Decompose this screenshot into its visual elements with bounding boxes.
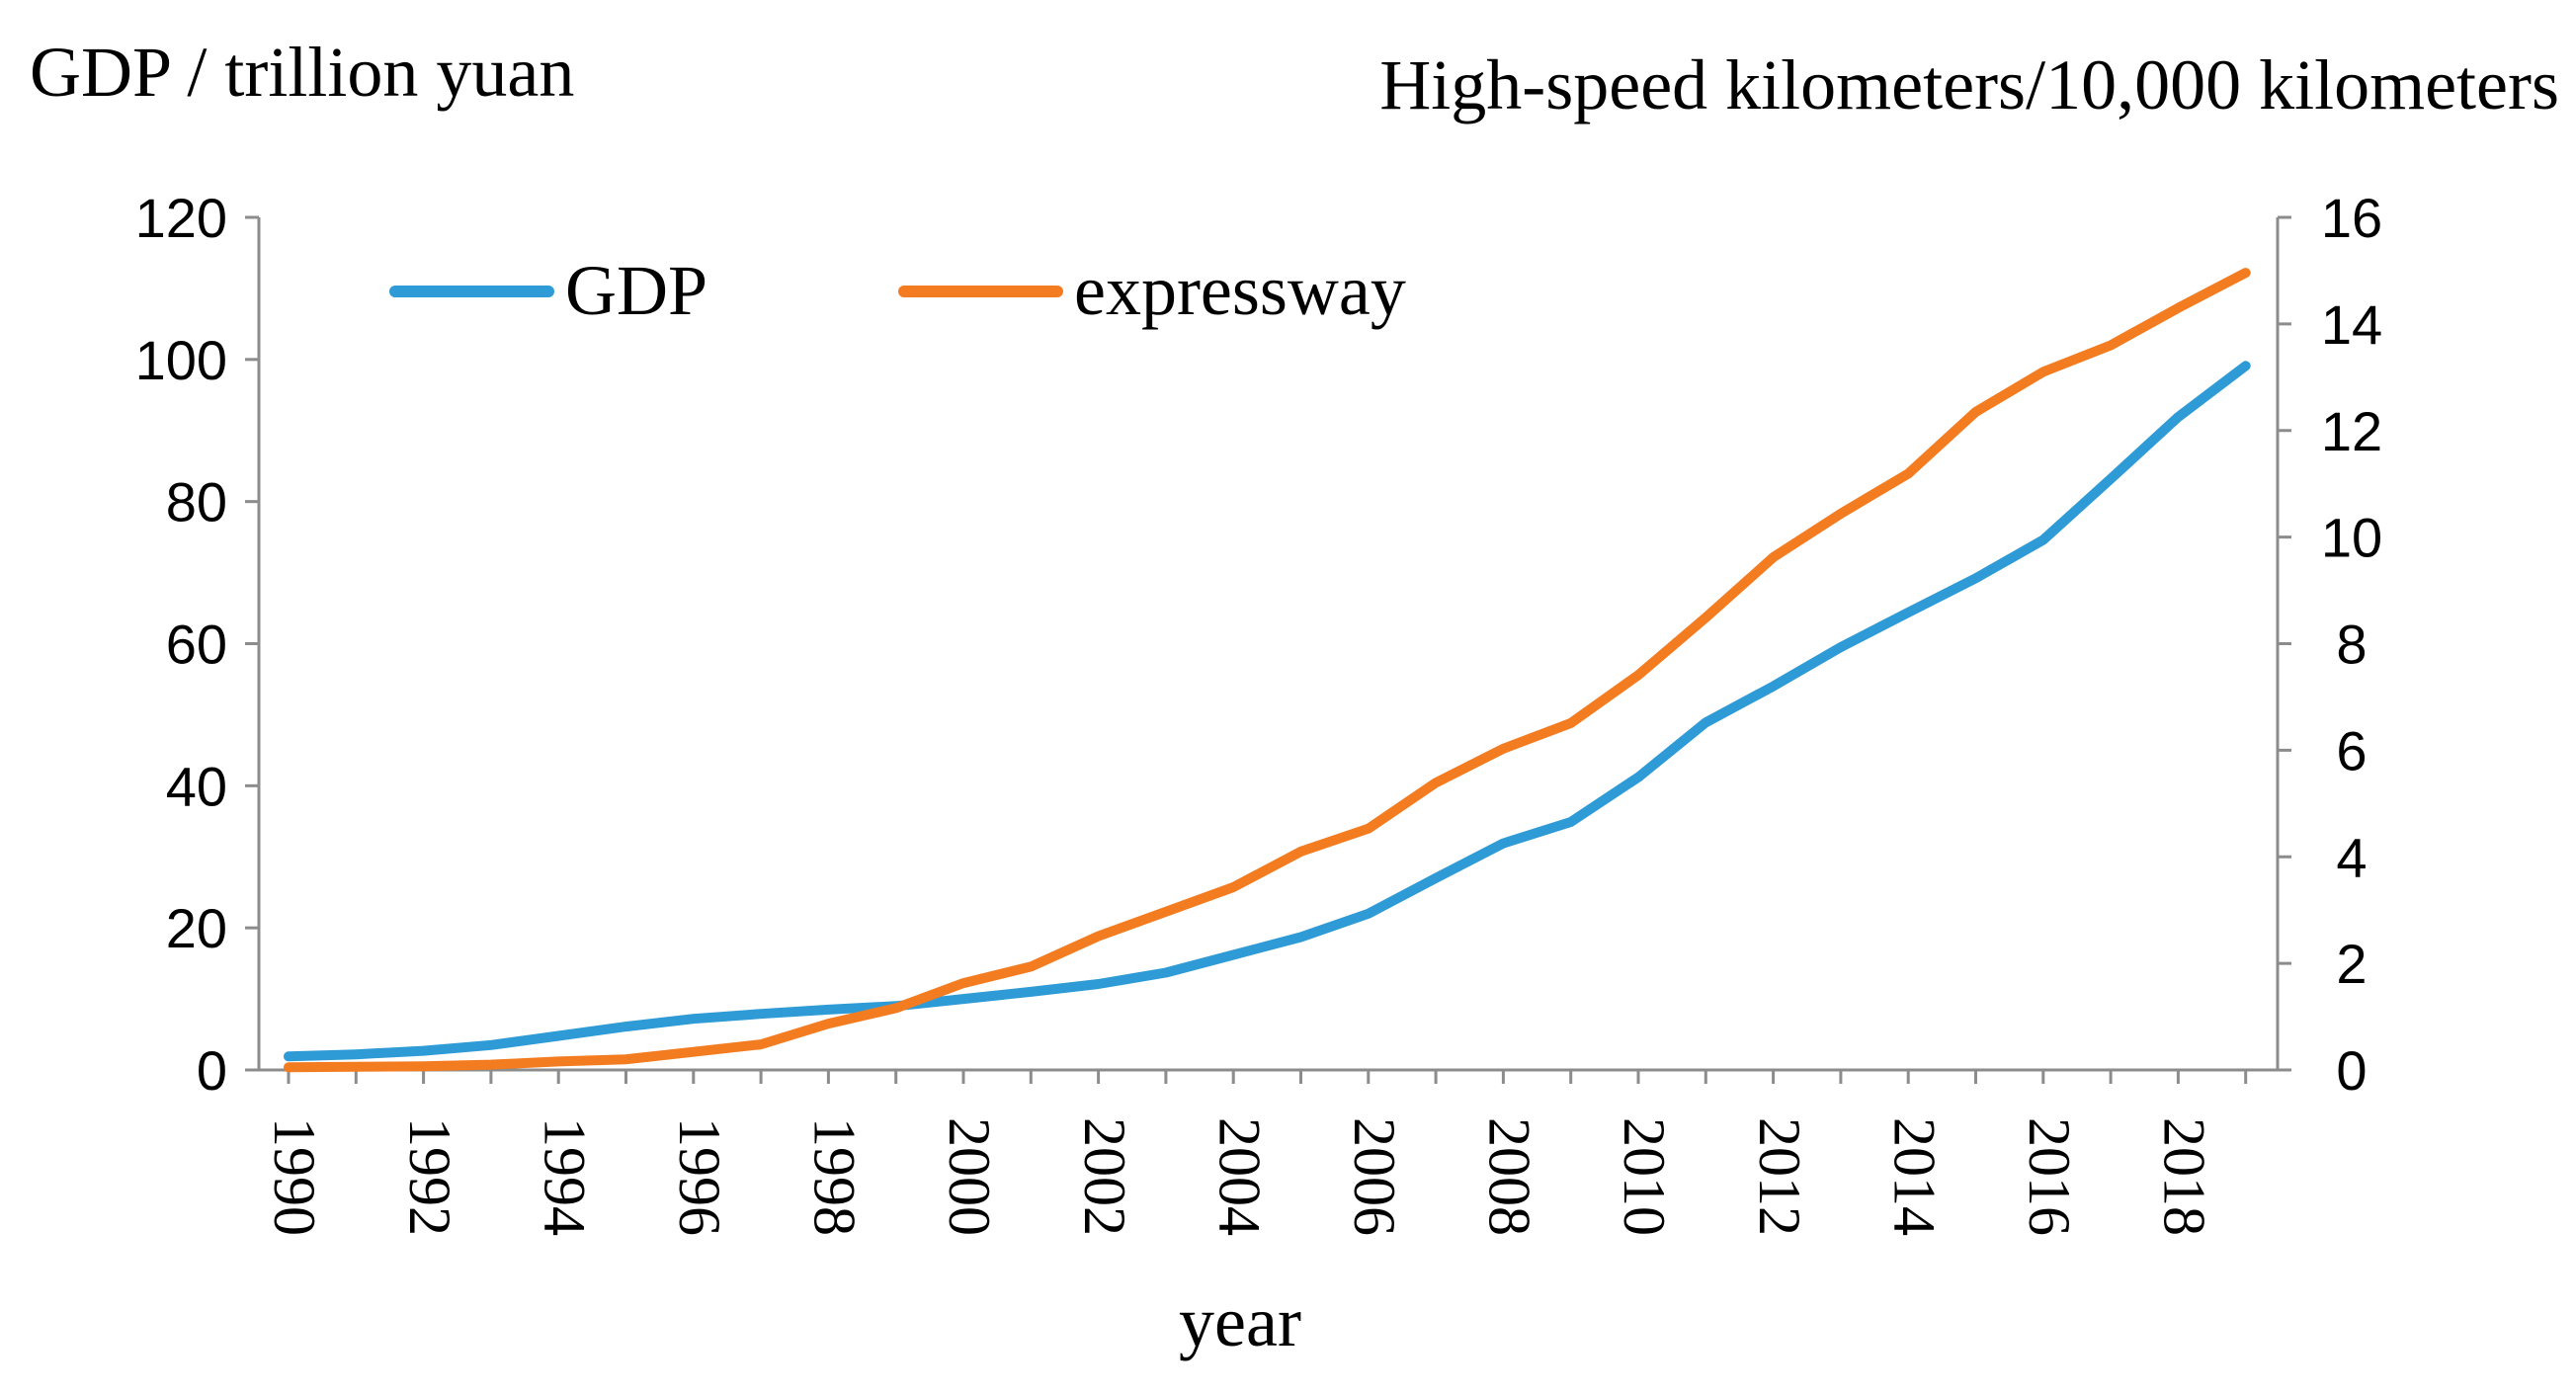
legend-label-expressway: expressway	[1074, 251, 1406, 330]
x-tick-label: 1990	[262, 1117, 327, 1236]
x-tick-label: 2000	[937, 1117, 1002, 1236]
legend-label-gdp: GDP	[565, 251, 707, 330]
series-line-gdp	[284, 361, 2251, 1062]
x-tick-label: 2010	[1612, 1117, 1677, 1236]
series-line-expressway	[284, 268, 2251, 1073]
left-tick-label: 40	[166, 755, 227, 817]
x-tick-label: 2004	[1206, 1117, 1272, 1236]
right-tick-label: 12	[2321, 400, 2382, 462]
right-tick-label: 0	[2336, 1039, 2367, 1102]
right-tick-label: 14	[2321, 293, 2382, 356]
right-tick-label: 10	[2321, 507, 2382, 569]
legend: GDP expressway	[389, 251, 1406, 330]
x-tick-label: 1998	[802, 1117, 868, 1236]
x-tick-label: 2014	[1881, 1117, 1947, 1236]
x-tick-label: 1994	[532, 1117, 597, 1236]
left-tick-label: 0	[197, 1039, 227, 1102]
axes: 0 20 40 60 80 100 120 0 2 4 6 8 10 12 14 16 1990 1992 1994…	[135, 187, 2383, 1236]
x-tick-label: 2016	[2017, 1117, 2082, 1236]
x-tick-label: 2006	[1342, 1117, 1407, 1236]
left-tick-label: 80	[166, 471, 227, 534]
left-axis-title: GDP / trillion yuan	[30, 33, 574, 112]
x-tick-label: 2018	[2152, 1117, 2217, 1236]
x-tick-label: 1996	[667, 1117, 732, 1236]
right-tick-label: 8	[2336, 614, 2367, 676]
right-tick-label: 16	[2321, 187, 2382, 249]
left-tick-label: 60	[166, 614, 227, 676]
right-tick-label: 2	[2336, 933, 2367, 995]
right-axis-title: High-speed kilometers/10,000 kilometers	[1379, 45, 2559, 124]
x-axis-title: year	[1179, 1282, 1301, 1361]
x-tick-label: 2002	[1072, 1117, 1137, 1236]
x-tick-label: 2012	[1747, 1117, 1812, 1236]
left-tick-label: 100	[135, 329, 227, 391]
x-tick-label: 1992	[397, 1117, 462, 1236]
series-layer	[284, 268, 2251, 1073]
right-tick-label: 4	[2336, 826, 2367, 888]
left-tick-label: 20	[166, 897, 227, 959]
x-tick-label: 2008	[1477, 1117, 1542, 1236]
left-tick-label: 120	[135, 187, 227, 249]
right-tick-label: 6	[2336, 719, 2367, 781]
